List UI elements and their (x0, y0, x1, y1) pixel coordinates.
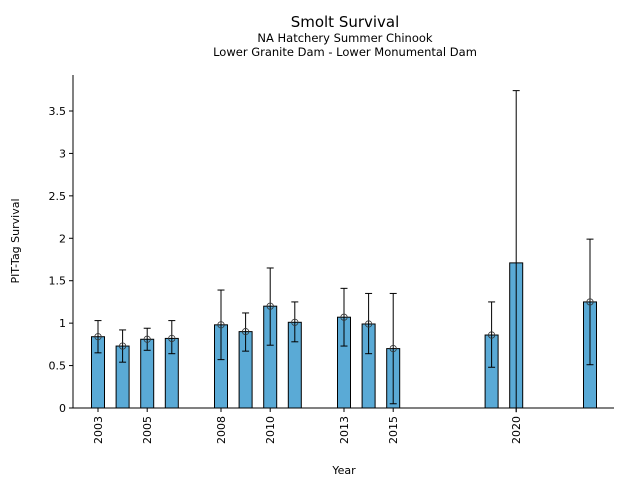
y-tick-label: 0.5 (49, 360, 67, 373)
point-marker-2019 (487, 331, 496, 339)
chart-subtitle-reach: Lower Granite Dam - Lower Monumental Dam (213, 45, 477, 59)
point-marker-2014 (364, 320, 373, 328)
y-tick-label: 2.5 (49, 190, 67, 203)
point-marker-2009 (242, 328, 250, 336)
x-tick-label: 2008 (215, 416, 228, 444)
x-tick-label: 2013 (338, 416, 351, 444)
y-tick-label: 0 (59, 402, 66, 415)
x-tick-label: 2003 (92, 416, 105, 444)
x-tick-label: 2005 (141, 416, 154, 444)
y-tick-label: 2 (59, 232, 66, 245)
chart-subtitle-species: NA Hatchery Summer Chinook (257, 31, 433, 45)
point-marker-2010 (266, 302, 274, 310)
y-tick-label: 1.5 (49, 275, 67, 288)
x-axis-label: Year (331, 464, 356, 477)
point-marker-2015 (389, 344, 397, 353)
y-tick-label: 3.5 (49, 105, 67, 118)
point-marker-2004 (119, 342, 127, 350)
point-marker-2013 (340, 313, 348, 321)
chart-title: Smolt Survival (290, 13, 400, 31)
point-marker-2005 (143, 335, 151, 343)
point-marker-2003 (94, 333, 102, 341)
x-tick-label: 2015 (387, 416, 400, 444)
y-tick-label: 3 (59, 147, 66, 160)
point-marker-2011 (291, 318, 299, 326)
x-ticks-group: 2003 2005 2008 2010 2013 2015 2020 (92, 408, 523, 444)
y-ticks-group: 0 0.5 1 1.5 2 2.5 3 3.5 (49, 105, 73, 415)
point-marker-2023 (586, 298, 594, 306)
error-bars-group (94, 90, 594, 413)
x-tick-label: 2020 (510, 416, 523, 444)
y-tick-label: 1 (59, 317, 66, 330)
point-marker-2008 (217, 321, 225, 329)
y-axis-label: PIT-Tag Survival (9, 198, 22, 283)
x-tick-label: 2010 (264, 416, 277, 444)
point-marker-2006 (168, 334, 176, 343)
